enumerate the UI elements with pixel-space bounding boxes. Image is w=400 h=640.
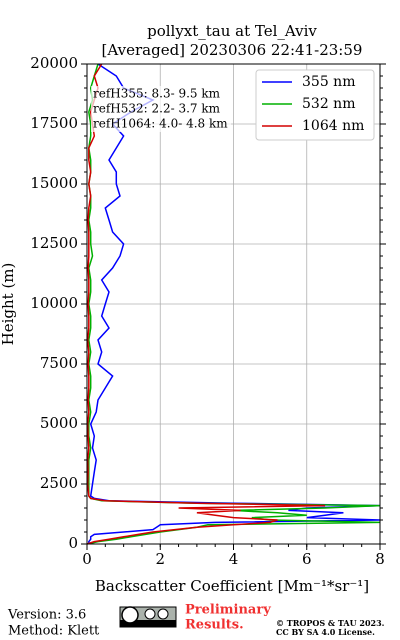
x-tick-label: 6 bbox=[302, 550, 312, 568]
chart-title: pollyxt_tau at Tel_Aviv bbox=[147, 22, 317, 40]
legend-box bbox=[255, 69, 375, 141]
y-tick-label: 0 bbox=[68, 534, 78, 552]
x-tick-label: 2 bbox=[155, 550, 165, 568]
x-tick-label: 0 bbox=[82, 550, 92, 568]
y-axis-label: Height (m) bbox=[0, 263, 17, 346]
x-tick-label: 4 bbox=[229, 550, 239, 568]
cc-logo bbox=[119, 606, 177, 628]
plot-area: 0 2 4 6 8 0 2500 5000 7500 10000 12500 15000 17500 20… bbox=[30, 54, 386, 568]
y-tick-label: 17500 bbox=[30, 114, 78, 132]
annotation: refH532: 2.2- 3.7 km bbox=[93, 102, 221, 116]
version: Version: 3.6 bbox=[7, 608, 86, 623]
legend-label: 532 nm bbox=[302, 96, 355, 112]
method: Method: Klett bbox=[8, 624, 100, 639]
preliminary: Preliminary bbox=[185, 603, 271, 618]
x-axis-label: Backscatter Coefficient [Mm⁻¹*sr⁻¹] bbox=[95, 577, 369, 595]
y-tick-label: 2500 bbox=[40, 474, 78, 492]
chart-subtitle: [Averaged] 20230306 22:41-23:59 bbox=[102, 41, 363, 59]
annotation: refH1064: 4.0- 4.8 km bbox=[93, 117, 228, 131]
legend-label: 355 nm bbox=[302, 74, 355, 90]
profile-line bbox=[86, 63, 326, 545]
annotation: refH355: 8.3- 9.5 km bbox=[93, 87, 221, 101]
profile-line bbox=[88, 63, 381, 544]
frame bbox=[86, 63, 381, 545]
y-tick-label: 20000 bbox=[30, 54, 78, 72]
preliminary: Results. bbox=[185, 618, 244, 633]
annotation-box bbox=[91, 86, 231, 132]
y-tick-label: 5000 bbox=[40, 414, 78, 432]
y-tick-label: 7500 bbox=[40, 354, 78, 372]
y-tick-label: 12500 bbox=[30, 234, 78, 252]
x-tick-label: 8 bbox=[375, 550, 385, 568]
license: CC BY SA 4.0 License. bbox=[276, 627, 375, 637]
legend-label: 1064 nm bbox=[302, 118, 364, 134]
copyright: © TROPOS & TAU 2023. bbox=[276, 618, 385, 628]
y-tick-label: 10000 bbox=[30, 294, 78, 312]
y-tick-label: 15000 bbox=[30, 174, 78, 192]
